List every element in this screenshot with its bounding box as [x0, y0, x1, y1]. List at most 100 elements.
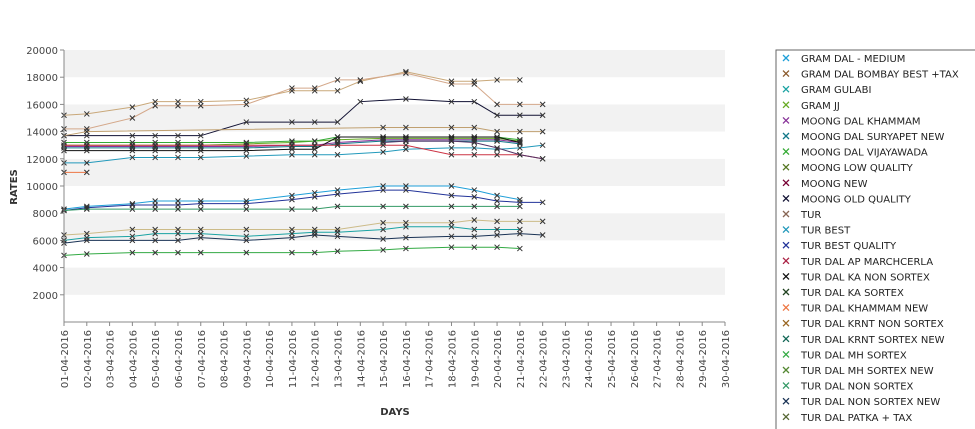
legend-marker [782, 70, 790, 78]
x-tick-label: 16-04-2016 [402, 330, 413, 388]
x-tick-label: 26-04-2016 [630, 330, 641, 388]
data-point [243, 226, 250, 233]
data-point [175, 102, 181, 109]
legend-item-label: GRAM GULABI [801, 85, 871, 96]
data-point [197, 132, 204, 139]
data-point [83, 251, 90, 257]
legend-marker [782, 319, 790, 327]
data-point [289, 196, 295, 203]
legend-marker [782, 304, 790, 312]
data-point [243, 237, 250, 244]
data-point [471, 139, 478, 146]
data-point [129, 206, 136, 212]
data-point [539, 142, 546, 149]
legend-item-label: MOONG NEW [801, 179, 868, 190]
data-point [289, 192, 295, 199]
data-point [243, 200, 250, 207]
data-point [152, 202, 159, 208]
data-point [471, 124, 478, 131]
data-point [334, 187, 341, 193]
data-point [197, 147, 204, 154]
data-point [494, 192, 500, 199]
series-line [64, 140, 520, 149]
data-point [175, 206, 181, 212]
legend-box [775, 49, 975, 429]
legend-marker [782, 350, 790, 358]
series-14 [61, 134, 523, 154]
data-point [517, 77, 523, 83]
data-point [494, 203, 500, 210]
data-point [448, 134, 455, 140]
legend-item-label: TUR DAL AP MARCHCERLA [800, 257, 933, 268]
y-axis-title: RATES [9, 169, 20, 205]
data-point [311, 146, 318, 153]
data-point [539, 112, 546, 119]
series-21 [61, 203, 523, 214]
legend: GRAM DAL - MEDIUM GRAM DAL BOMBAY BEST +T… [775, 49, 975, 429]
data-point [289, 226, 295, 233]
data-point [471, 187, 478, 193]
x-axis-title: DAYS [380, 407, 410, 418]
data-point [380, 247, 386, 253]
data-point [289, 85, 295, 91]
legend-marker [782, 257, 790, 265]
data-point [197, 200, 204, 207]
data-point [517, 151, 523, 158]
data-point [539, 128, 546, 135]
data-point [380, 236, 386, 242]
legend-marker [782, 288, 790, 296]
data-point [129, 154, 136, 161]
data-point [471, 217, 478, 223]
data-point [152, 206, 159, 212]
x-tick-label: 10-04-2016 [265, 330, 276, 388]
data-point [448, 151, 455, 158]
data-point [380, 124, 386, 131]
data-point [471, 134, 478, 140]
data-point [175, 249, 181, 256]
data-point [403, 245, 409, 252]
data-point [197, 230, 204, 237]
data-point [494, 101, 500, 108]
data-point [175, 198, 181, 204]
data-point [334, 233, 341, 240]
data-point [494, 112, 500, 119]
data-point [152, 198, 159, 204]
data-point [403, 138, 409, 144]
series-25 [61, 70, 546, 132]
series-29 [380, 138, 546, 162]
data-point [311, 85, 318, 91]
legend-marker [782, 413, 790, 421]
series-12 [61, 187, 546, 214]
data-point [152, 249, 159, 256]
data-point [448, 203, 455, 210]
legend-item-label: MOONG LOW QUALITY [801, 163, 914, 174]
data-point [243, 233, 250, 240]
data-point [380, 226, 386, 233]
data-point [448, 81, 455, 87]
data-point [517, 218, 523, 225]
x-tick-label: 08-04-2016 [220, 330, 231, 388]
legend-marker [782, 101, 790, 109]
data-point [83, 147, 90, 154]
data-point [448, 233, 455, 240]
data-point [175, 237, 181, 244]
data-point [357, 77, 364, 83]
series-19 [61, 244, 523, 259]
y-tick-label: 14000 [26, 128, 58, 139]
data-point [83, 237, 90, 244]
legend-item-label: GRAM DAL BOMBAY BEST +TAX [801, 70, 959, 81]
data-point [129, 237, 136, 244]
data-point [197, 226, 204, 233]
y-tick-label: 2000 [33, 291, 58, 302]
grid-band [64, 77, 725, 105]
grid-band [64, 294, 725, 322]
x-tick-label: 05-04-2016 [151, 330, 162, 388]
data-point [175, 98, 181, 105]
series-26 [61, 217, 546, 238]
data-point [494, 134, 500, 140]
x-tick-label: 07-04-2016 [197, 330, 208, 388]
y-tick-label: 6000 [33, 236, 58, 247]
data-point [289, 230, 295, 237]
x-tick-label: 15-04-2016 [379, 330, 390, 388]
legend-marker [782, 179, 790, 187]
